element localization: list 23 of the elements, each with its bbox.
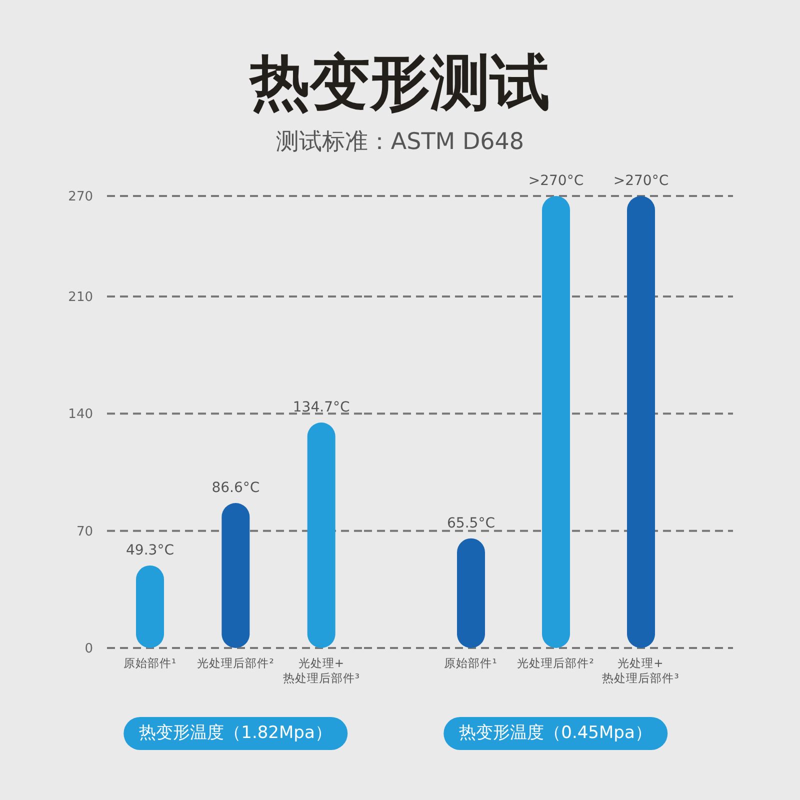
y-tick-label: 270 (68, 190, 93, 205)
x-tick-label: 光处理+ 热处理后部件³ (282, 656, 360, 685)
data-label: 86.6°C (212, 480, 260, 496)
pill-badge: 热变形温度（0.45Mpa） (443, 717, 668, 750)
x-tick-label: 原始部件¹ (444, 656, 497, 670)
data-label: >270°C (613, 173, 669, 189)
data-label: 134.7°C (292, 400, 350, 416)
bar (307, 422, 336, 648)
data-label: 49.3°C (126, 542, 174, 558)
bar (222, 503, 250, 648)
y-tick-label: 0 (84, 642, 93, 657)
data-label: >270°C (528, 173, 584, 189)
x-tick-label: 光处理后部件² (197, 656, 274, 670)
x-tick-label: 原始部件¹ (124, 656, 176, 670)
x-tick-label: 光处理后部件² (517, 656, 594, 670)
y-tick-label: 210 (68, 290, 93, 306)
data-label: 65.5°C (447, 515, 496, 532)
x-tick-label: 光处理+ 热处理后部件³ (602, 656, 680, 685)
chart-title: 热变形测试 (248, 47, 551, 120)
y-tick-label: 70 (76, 524, 93, 540)
pill-badge: 热变形温度（1.82Mpa） (123, 717, 348, 750)
chart-subtitle: 测试标准：ASTM D648 (274, 128, 526, 157)
y-tick-label: 140 (68, 407, 93, 422)
